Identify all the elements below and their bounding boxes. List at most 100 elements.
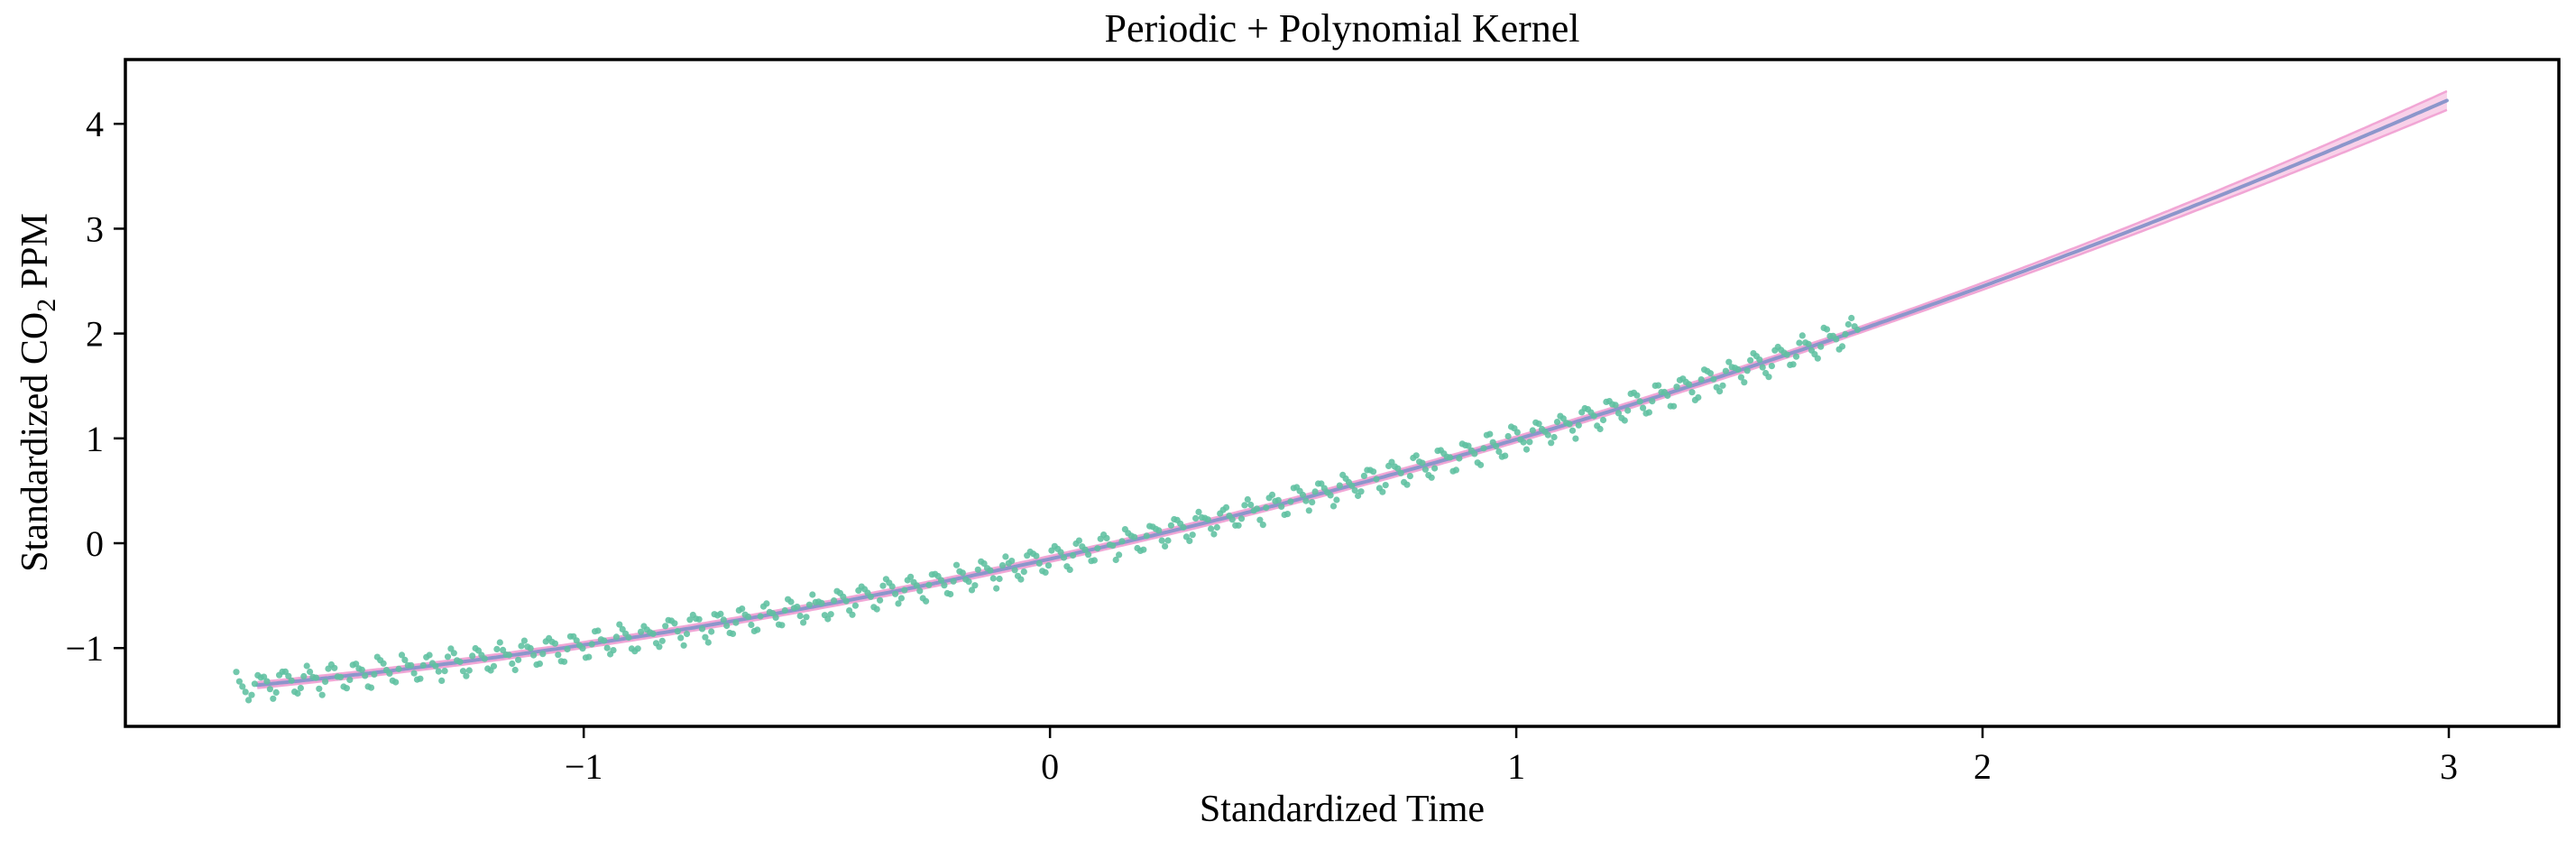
scatter-point (1085, 551, 1092, 559)
scatter-point (561, 658, 568, 665)
scatter-point (233, 669, 240, 676)
scatter-point (1590, 412, 1597, 420)
scatter-point (1406, 473, 1413, 480)
scatter-point (312, 674, 319, 681)
scatter-point (980, 560, 988, 568)
scatter-point (248, 691, 255, 698)
scatter-point (490, 662, 498, 670)
scatter-point (744, 613, 752, 621)
scatter-point (965, 578, 972, 586)
scatter-point (888, 583, 896, 590)
scatter-point (1513, 429, 1521, 436)
scatter-point (1792, 353, 1800, 360)
scatter-point (1357, 488, 1365, 495)
scatter-point (677, 634, 685, 642)
scatter-point (674, 628, 681, 635)
scatter-point (1348, 482, 1356, 489)
scatter-point (1796, 339, 1803, 346)
scatter-point (1845, 320, 1852, 328)
scatter-point (435, 668, 442, 675)
scatter-point (923, 597, 930, 605)
scatter-point (1636, 398, 1643, 405)
scatter-point (530, 651, 538, 659)
scatter-point (367, 684, 375, 691)
scatter-point (702, 633, 709, 641)
scatter-point (266, 686, 273, 693)
scatter-point (239, 683, 246, 690)
scatter-point (1186, 537, 1193, 545)
scatter-point (1131, 533, 1138, 540)
gp-mean-line (255, 98, 2449, 688)
scatter-point (1075, 537, 1082, 544)
scatter-point (708, 628, 715, 635)
scatter-point (1311, 488, 1319, 495)
scatter-point (585, 653, 593, 661)
scatter-point (781, 606, 788, 614)
y-tick-label: 2 (86, 314, 104, 355)
scatter-point (331, 664, 338, 671)
scatter-point (1180, 523, 1187, 531)
scatter-point (925, 581, 933, 588)
scatter-point (1645, 409, 1652, 416)
chart-title: Periodic + Polynomial Kernel (1104, 6, 1579, 51)
y-tick-label: 4 (86, 104, 104, 144)
scatter-point (1244, 495, 1251, 504)
scatter-point (998, 562, 1007, 569)
scatter-point (757, 613, 764, 620)
scatter-point (1397, 469, 1404, 476)
scatter-point (469, 652, 476, 660)
scatter-point (1210, 531, 1218, 538)
scatter-point (564, 645, 571, 653)
confidence-band-group (257, 89, 2448, 689)
scatter-point (1838, 343, 1846, 350)
scatter-point (450, 650, 457, 657)
scatter-point (879, 582, 887, 589)
scatter-point (739, 605, 746, 613)
scatter-point (1520, 439, 1527, 446)
scatter-point (1035, 559, 1043, 568)
scatter-point (456, 658, 464, 666)
scatter-point (511, 666, 519, 674)
y-tick-label: 3 (86, 208, 104, 249)
scatter-point (1465, 442, 1472, 449)
scatter-point (500, 646, 507, 654)
scatter-point (1765, 374, 1772, 381)
scatter-point (831, 597, 838, 605)
scatter-point (1008, 558, 1016, 565)
scatter-point (346, 676, 354, 684)
scatter-point (1241, 502, 1248, 509)
x-tick-label: 3 (2440, 746, 2458, 787)
scatter-point (1253, 505, 1261, 513)
scatter-point (723, 622, 731, 630)
scatter-point (1596, 425, 1604, 433)
scatter-point (1094, 545, 1101, 552)
scatter-point (1143, 532, 1150, 540)
scatter-point (794, 603, 801, 611)
scatter-point (805, 601, 814, 608)
scatter-point (1412, 452, 1420, 459)
confidence-band-upper-edge (257, 89, 2448, 684)
scatter-point (1624, 407, 1632, 414)
scatter-point (748, 621, 755, 629)
scatter-point (895, 600, 902, 607)
scatter-point (1112, 556, 1119, 564)
scatter-point (1263, 504, 1270, 512)
scatter-point (1002, 553, 1009, 560)
scatter-point (892, 590, 899, 597)
scatter-point (1707, 370, 1714, 377)
scatter-point (1222, 504, 1230, 512)
scatter-point (671, 620, 678, 627)
scatter-point (1057, 549, 1064, 556)
scatter-point (1237, 515, 1246, 522)
scatter-point (1447, 454, 1454, 461)
scatter-point (380, 660, 387, 667)
scatter-point (573, 637, 580, 644)
scatter-point (1833, 336, 1840, 343)
scatter-point (1612, 402, 1619, 409)
scatter-point (993, 585, 1000, 592)
scatter-point (947, 590, 954, 598)
scatter-point (417, 675, 424, 682)
scatter-point (251, 680, 258, 688)
scatter-point (392, 679, 400, 686)
